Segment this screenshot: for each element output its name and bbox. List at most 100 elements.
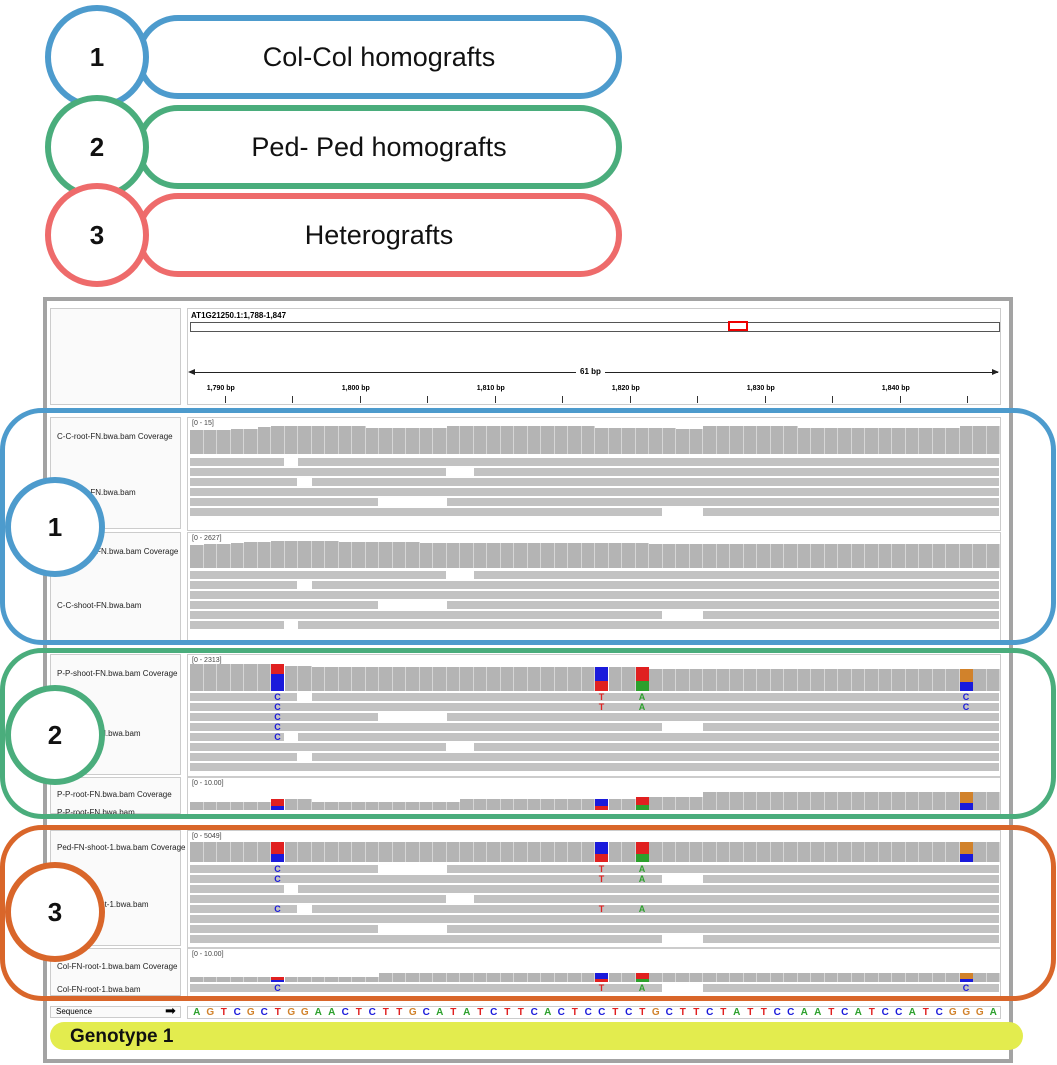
- aligned-read: [190, 581, 297, 589]
- coverage-bar-ref-fraction: [271, 799, 284, 806]
- coverage-bar: [919, 792, 933, 810]
- ruler-tick-label: 1,830 bp: [746, 385, 775, 392]
- coverage-bar-alt-fraction: [635, 804, 649, 810]
- aligned-read: [190, 865, 378, 873]
- track-pane: [0 - 5049] C T A C T A C T A: [187, 830, 1001, 948]
- aligned-read: [190, 723, 662, 731]
- ruler-tick: [224, 396, 226, 403]
- coverage-bar: [190, 664, 204, 691]
- coverage-bar: [203, 664, 217, 691]
- coverage-bar: [379, 801, 393, 810]
- coverage-bar-alt-fraction: [959, 802, 973, 810]
- aligned-read: [703, 611, 999, 619]
- coverage-bar: [608, 842, 622, 862]
- coverage-bar: [649, 427, 663, 454]
- coverage-bar-ref-fraction: [959, 668, 973, 683]
- coverage-bar: [230, 842, 244, 862]
- coverage-bar: [487, 842, 501, 862]
- coverage-bar: [932, 427, 946, 454]
- coverage-bar: [406, 801, 420, 810]
- coverage-bar: [892, 792, 906, 810]
- coverage-bar: [473, 973, 487, 982]
- coverage-bar: [703, 792, 717, 810]
- coverage-bar: [460, 542, 474, 568]
- sequence-base: C: [557, 1007, 565, 1018]
- coverage-bar: [311, 541, 325, 568]
- coverage-bar: [919, 427, 933, 454]
- coverage-bar: [905, 427, 919, 454]
- coverage-bar: [379, 542, 393, 568]
- coverage-bar-alt-fraction: [959, 978, 973, 982]
- coverage-bar: [649, 973, 663, 982]
- coverage-bar: [743, 842, 757, 862]
- coverage-bar: [190, 801, 204, 810]
- coverage-bar: [757, 426, 771, 454]
- aligned-read: [190, 591, 999, 599]
- coverage-bar: [257, 541, 271, 568]
- coverage-bar: [743, 426, 757, 454]
- coverage-bar-alt-fraction: [595, 978, 608, 982]
- coverage-bar: [338, 426, 352, 454]
- coverage-bar: [446, 426, 460, 454]
- coverage-bar: [460, 973, 474, 982]
- coverage-bar: [716, 426, 730, 454]
- coverage-bar: [541, 799, 555, 810]
- coverage-bar: [878, 973, 892, 982]
- aligned-read: [311, 905, 999, 913]
- sequence-base: T: [639, 1007, 646, 1018]
- coverage-bar: [797, 427, 811, 454]
- coverage-bar: [622, 973, 636, 982]
- sequence-base: A: [814, 1007, 822, 1018]
- aligned-read: [473, 895, 999, 903]
- coverage-bar: [770, 842, 784, 862]
- coverage-bar: [986, 842, 1000, 862]
- coverage-bar: [406, 667, 420, 691]
- coverage-bar: [932, 842, 946, 862]
- group-circle-2: 2: [5, 685, 105, 785]
- read-mismatch-base: T: [598, 874, 605, 884]
- coverage-bar: [703, 842, 717, 862]
- coverage-bar: [635, 543, 649, 568]
- coverage-bar: [419, 801, 433, 810]
- coverage-bar: [770, 973, 784, 982]
- coverage-bar: [932, 792, 946, 810]
- coverage-bar: [811, 427, 825, 454]
- coverage-bar: [946, 668, 960, 691]
- coverage-bar: [811, 792, 825, 810]
- reads-track-label: C-C-root-FN.bwa.bam: [57, 488, 136, 497]
- coverage-bar: [797, 668, 811, 691]
- sequence-base: C: [260, 1007, 268, 1018]
- coverage-bar: [568, 973, 582, 982]
- sequence-base: C: [233, 1007, 241, 1018]
- sequence-base: T: [679, 1007, 686, 1018]
- aligned-read: [298, 458, 999, 466]
- aligned-read: [190, 571, 446, 579]
- coverage-bar: [757, 543, 771, 568]
- coverage-bar: [244, 977, 258, 982]
- coverage-bar-alt-fraction: [635, 681, 649, 691]
- coverage-bar: [919, 842, 933, 862]
- coverage-bar: [500, 799, 514, 810]
- sequence-base: T: [517, 1007, 524, 1018]
- read-mismatch-base: T: [598, 702, 605, 712]
- aligned-read: [190, 905, 297, 913]
- coverage-bar: [352, 842, 366, 862]
- coverage-bar: [406, 427, 420, 454]
- ruler-tick: [359, 396, 361, 403]
- read-mismatch-base: C: [274, 864, 281, 874]
- coverage-bar: [865, 544, 879, 568]
- sequence-base: A: [908, 1007, 916, 1018]
- coverage-bar-ref-fraction: [959, 792, 973, 803]
- coverage-bar: [554, 973, 568, 982]
- strand-arrow-icon[interactable]: ➡: [165, 1003, 176, 1018]
- ruler-tick-label: 1,840 bp: [881, 385, 910, 392]
- sequence-label: Sequence: [56, 1007, 93, 1016]
- coverage-bar: [824, 842, 838, 862]
- coverage-bar: [338, 977, 352, 982]
- coverage-bar-alt-fraction: [959, 854, 973, 862]
- coverage-bar: [392, 973, 406, 982]
- coverage-bar: [244, 428, 258, 454]
- coverage-bar: [541, 426, 555, 454]
- coverage-bar: [649, 796, 663, 810]
